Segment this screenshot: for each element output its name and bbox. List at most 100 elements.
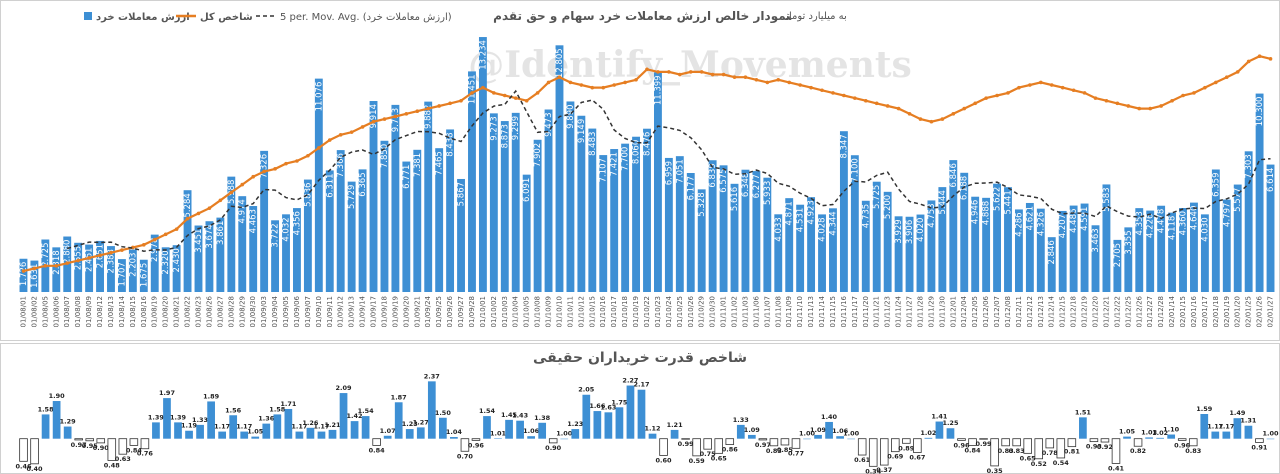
bar (450, 437, 458, 439)
bar (593, 411, 602, 439)
bar-label: 5.328 (697, 192, 707, 216)
bar-label: 0.69 (887, 453, 904, 461)
point (721, 72, 726, 77)
bar-label: 4.028 (818, 217, 828, 241)
bar (150, 234, 159, 292)
bar-label: 1.726 (19, 262, 29, 286)
x-tick-label: 02/01/17 (1201, 296, 1209, 327)
bar-label: 4.326 (1036, 212, 1046, 236)
bar (1025, 202, 1034, 292)
point (623, 80, 627, 85)
bar (1004, 187, 1012, 292)
bar-label: 0.96 (953, 441, 970, 449)
point (962, 106, 967, 111)
x-tick-label: 02/01/14 (1168, 295, 1176, 327)
bar-label: 1.87 (391, 393, 407, 401)
point (798, 83, 802, 87)
bar (621, 143, 630, 292)
bar-label: 1.49 (1229, 409, 1246, 417)
bar-label: 1.00 (556, 430, 573, 438)
bar-label: 1.21 (324, 421, 341, 429)
point (448, 101, 452, 106)
bar (251, 436, 260, 439)
legend: ارزش معاملات خرد شاخص کل 5 per. Mov. Avg… (84, 12, 452, 23)
x-tick-label: 01/10/08 (534, 296, 542, 327)
bar (957, 438, 966, 441)
bar (883, 191, 892, 292)
bar-label: 4.226 (1146, 214, 1156, 238)
subtitle: به میلیارد تومان (785, 11, 847, 22)
x-tick-label: 01/10/01 (479, 296, 487, 327)
x-tick-label: 01/09/13 (348, 296, 356, 327)
point (513, 96, 518, 100)
point (863, 98, 868, 103)
bar (1200, 414, 1209, 439)
x-tick-label: 02/01/27 (1267, 296, 1275, 327)
bar (664, 157, 673, 292)
bar-label: 2.555 (74, 246, 84, 270)
bar-label: 2.05 (578, 386, 595, 394)
bar-label: 3.463 (1091, 228, 1101, 252)
point (831, 91, 835, 95)
bar-label: 9.473 (544, 113, 554, 137)
bar (758, 438, 768, 441)
bar-label: 8.438 (446, 132, 456, 156)
point (688, 70, 693, 74)
bar-label: 0.48 (104, 461, 121, 469)
bar-label: 7.700 (621, 147, 631, 171)
bar (216, 217, 225, 292)
bar (96, 438, 106, 444)
bar-label: 5.577 (1233, 188, 1243, 212)
bar-label: 1.33 (733, 416, 749, 424)
bar (1146, 210, 1155, 292)
point (65, 261, 70, 265)
bar-label: 3.722 (271, 223, 281, 247)
bar (879, 438, 889, 466)
point (98, 253, 102, 258)
point (601, 85, 606, 90)
bar (850, 155, 859, 292)
x-tick-label: 01/10/04 (512, 295, 520, 327)
bar-label: 4.871 (785, 201, 795, 225)
bar-label: 2.383 (106, 249, 116, 273)
bar (935, 421, 944, 439)
bar-label: 1.71 (280, 400, 297, 408)
bar (982, 197, 991, 292)
point (470, 91, 474, 95)
bar-label: 1.42 (347, 412, 363, 420)
x-tick-label: 01/11/08 (774, 296, 782, 327)
bar-label: 7.326 (260, 154, 270, 178)
bar-label: 5.444 (938, 190, 948, 214)
bar-label: 11.076 (314, 82, 324, 112)
x-tick-label: 01/11/07 (763, 296, 771, 327)
point (251, 174, 255, 179)
bar (1211, 431, 1220, 439)
x-tick-label: 01/10/16 (599, 295, 607, 327)
x-tick-label: 01/11/17 (851, 296, 859, 327)
bar-label: 0.82 (1130, 447, 1146, 455)
point (32, 266, 37, 271)
x-tick-label: 01/11/14 (818, 295, 826, 327)
x-tick-label: 01/11/21 (873, 296, 881, 327)
bar-label: 6.614 (1266, 168, 1276, 192)
bar (648, 433, 657, 439)
bar (1079, 417, 1087, 439)
bar (752, 171, 761, 292)
point (743, 75, 748, 79)
point (43, 264, 48, 268)
bar (19, 438, 28, 462)
bar (1233, 418, 1242, 439)
bar (610, 149, 619, 292)
bar-label: 0.60 (656, 456, 673, 464)
bar (960, 172, 969, 292)
bar (85, 438, 94, 442)
bar (692, 438, 701, 457)
bar (522, 174, 531, 292)
bar (118, 438, 128, 455)
bar-label: 4.735 (861, 204, 871, 228)
bar (571, 429, 580, 439)
bar-label: 1.17 (1207, 423, 1223, 431)
bar (380, 140, 389, 292)
bar-label: 1.63 (600, 403, 616, 411)
bar-label: 1.90 (49, 392, 66, 400)
